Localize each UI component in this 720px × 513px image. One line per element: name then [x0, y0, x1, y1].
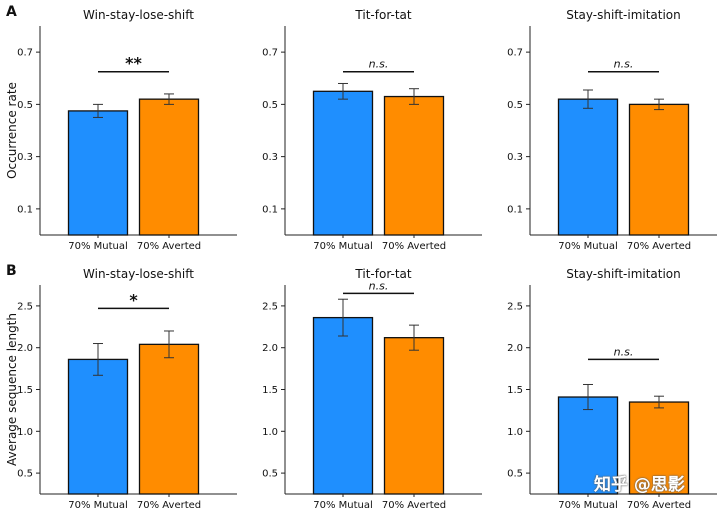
panel-4-bar-averted — [138, 343, 200, 495]
panel-1-ytick-label: 0.3 — [17, 152, 33, 163]
panel-4-bar-mutual — [67, 358, 129, 495]
panel-5-ytick-label: 2.5 — [262, 301, 278, 312]
panel-letter-a: A — [6, 4, 17, 20]
panel-2-title: Tit-for-tat — [354, 8, 411, 22]
panel-1-xtick-label: 70% Averted — [137, 241, 201, 252]
panel-4-title: Win-stay-lose-shift — [83, 267, 194, 281]
panel-4-ytick-label: 1.5 — [17, 385, 33, 396]
panel-4-ytick-label: 2.0 — [17, 343, 33, 354]
panel-5-ytick-label: 2.0 — [262, 343, 278, 354]
panel-3-xtick-label: 70% Averted — [627, 241, 691, 252]
panel-5-title: Tit-for-tat — [354, 267, 411, 281]
panel-5-ytick-label: 1.5 — [262, 385, 278, 396]
panel-6-bar-averted — [628, 401, 690, 495]
panel-2-significance-label: n.s. — [369, 58, 389, 71]
panel-4-xtick-label: 70% Mutual — [68, 500, 128, 511]
panel-6-xtick-label: 70% Mutual — [558, 500, 618, 511]
watermark: 知乎 @思影 — [594, 475, 685, 495]
panel-6-xtick-label: 70% Averted — [627, 500, 691, 511]
panel-6-title: Stay-shift-imitation — [566, 267, 681, 281]
panel-2-ytick-label: 0.7 — [262, 48, 278, 59]
panel-2-xtick-label: 70% Mutual — [313, 241, 373, 252]
panel-6-significance-label: n.s. — [614, 345, 634, 358]
panel-2-ytick-label: 0.1 — [262, 204, 278, 215]
panel-3-ytick-label: 0.7 — [507, 48, 523, 59]
panel-3-ytick-label: 0.3 — [507, 152, 523, 163]
panel-5-bar-averted — [383, 337, 445, 495]
panel-2-ytick-label: 0.5 — [262, 100, 278, 111]
panel-1-ylabel: Occurrence rate — [5, 82, 19, 179]
panel-4-ylabel: Average sequence length — [5, 313, 19, 466]
panel-5-bar-mutual — [312, 316, 374, 495]
panel-1-bar-averted — [138, 98, 200, 236]
panel-3-bar-mutual — [557, 98, 619, 236]
panel-6-ytick-label: 1.5 — [507, 385, 523, 396]
panel-3-bar-averted — [628, 103, 690, 236]
panel-3-significance-label: n.s. — [614, 58, 634, 71]
panel-1-ytick-label: 0.1 — [17, 204, 33, 215]
panel-6-ytick-label: 1.0 — [507, 427, 523, 438]
panel-4-significance-label: * — [129, 290, 138, 309]
panel-1-bar-mutual — [67, 110, 129, 236]
panel-1-significance-label: ** — [125, 54, 142, 73]
panel-3-ytick-label: 0.5 — [507, 100, 523, 111]
panel-1-xtick-label: 70% Mutual — [68, 241, 128, 252]
panel-5-ytick-label: 0.5 — [262, 469, 278, 480]
panel-letter-b: B — [6, 263, 17, 279]
panel-6-ytick-label: 2.0 — [507, 343, 523, 354]
panel-2-bar-mutual — [312, 90, 374, 236]
panel-6-ytick-label: 0.5 — [507, 469, 523, 480]
panel-5-xtick-label: 70% Averted — [382, 500, 446, 511]
panel-5-significance-label: n.s. — [369, 279, 389, 292]
panel-4-ytick-label: 1.0 — [17, 427, 33, 438]
panel-4-ytick-label: 0.5 — [17, 469, 33, 480]
panel-3-xtick-label: 70% Mutual — [558, 241, 618, 252]
panel-3-ytick-label: 0.1 — [507, 204, 523, 215]
panel-2-ytick-label: 0.3 — [262, 152, 278, 163]
panel-1-ytick-label: 0.7 — [17, 48, 33, 59]
panel-1-ytick-label: 0.5 — [17, 100, 33, 111]
panel-1-title: Win-stay-lose-shift — [83, 8, 194, 22]
panel-6-ytick-label: 2.5 — [507, 301, 523, 312]
panel-5-ytick-label: 1.0 — [262, 427, 278, 438]
panel-5-xtick-label: 70% Mutual — [313, 500, 373, 511]
panel-2-bar-averted — [383, 95, 445, 236]
panel-6-bar-mutual — [557, 396, 619, 495]
panel-4-xtick-label: 70% Averted — [137, 500, 201, 511]
panel-2-xtick-label: 70% Averted — [382, 241, 446, 252]
panel-4-ytick-label: 2.5 — [17, 301, 33, 312]
panel-3-title: Stay-shift-imitation — [566, 8, 681, 22]
